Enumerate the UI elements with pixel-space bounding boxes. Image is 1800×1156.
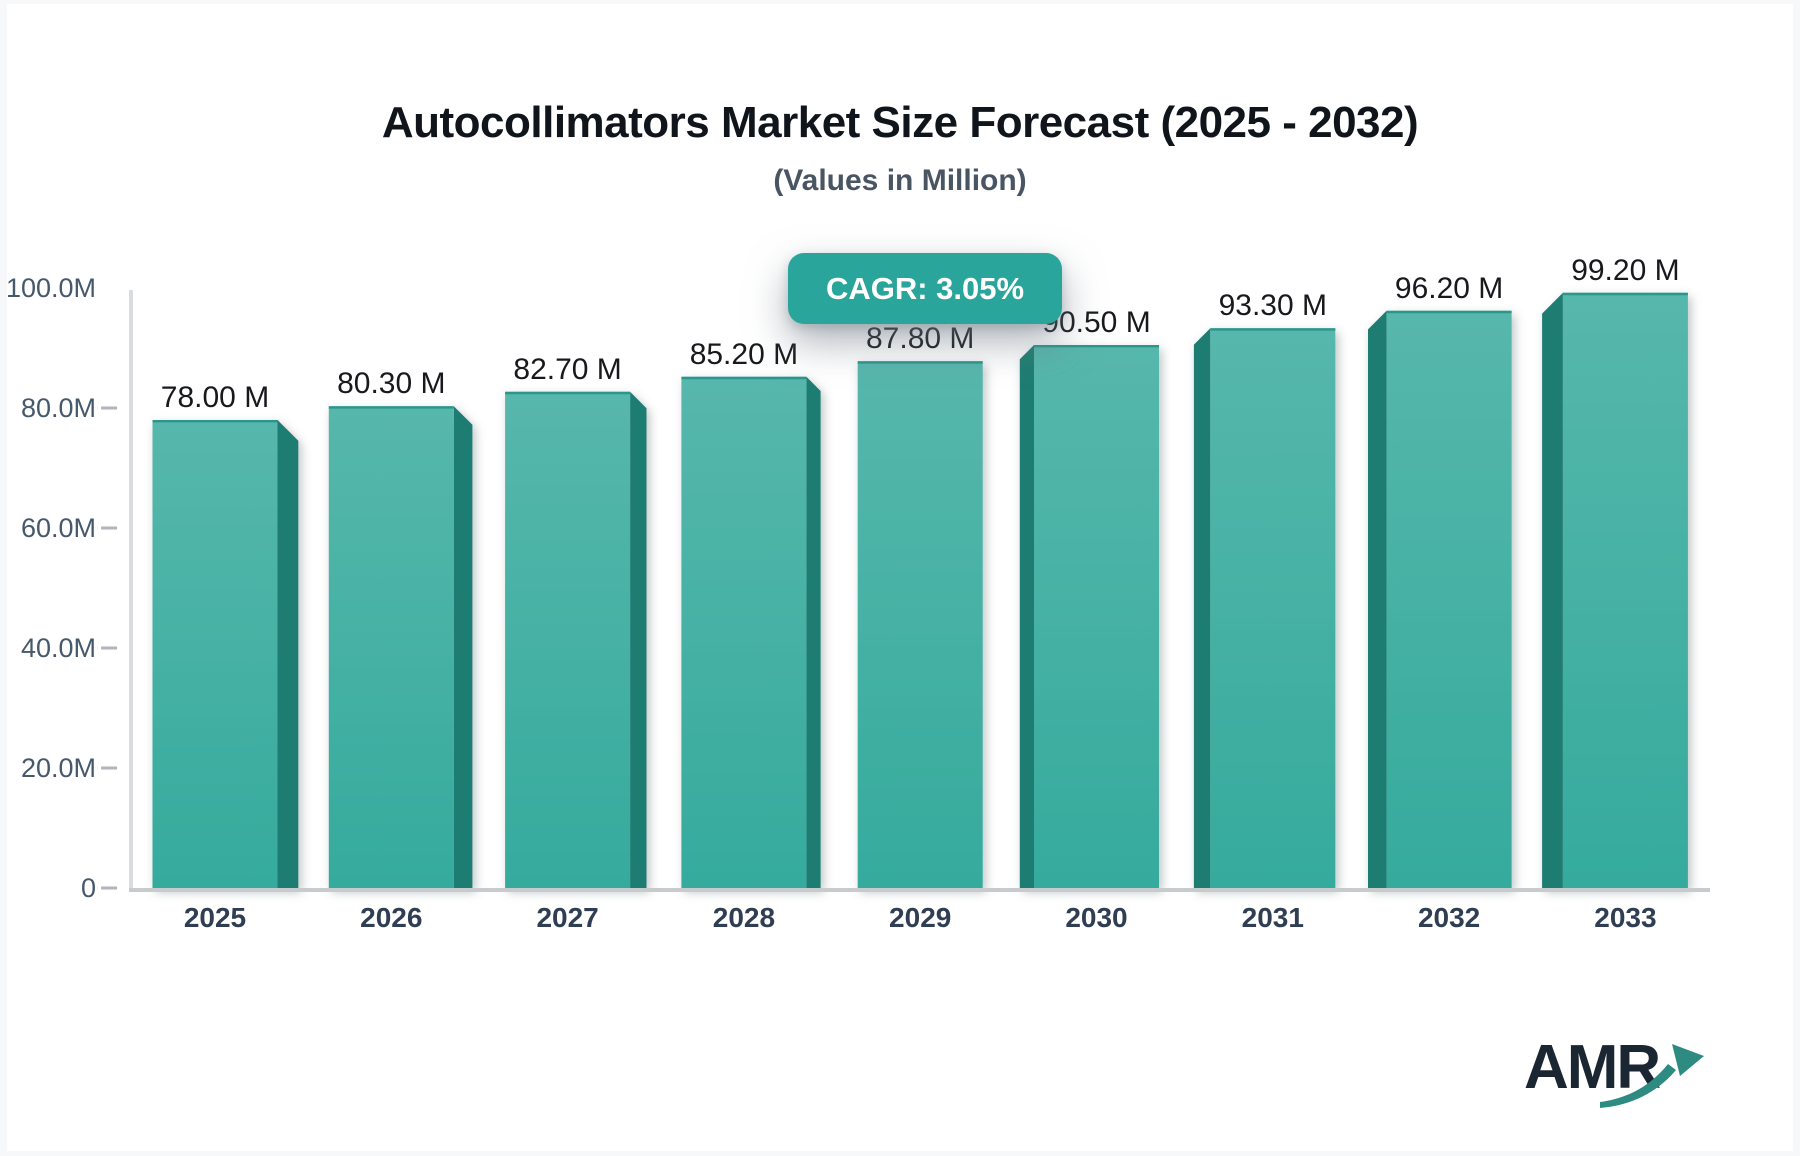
bar <box>681 376 807 888</box>
bar-value-label: 82.70 M <box>513 353 621 386</box>
bar-side-face <box>1019 345 1034 888</box>
bar-side-face <box>1542 292 1563 888</box>
x-axis-label: 2025 <box>184 902 246 933</box>
y-axis-tick-label: 0 <box>81 873 96 903</box>
x-axis-label: 2033 <box>1594 902 1656 933</box>
bar-value-label: 96.20 M <box>1395 272 1503 305</box>
y-axis-tick-label: 80.0M <box>21 393 96 423</box>
bar-group <box>1542 292 1688 888</box>
bar <box>857 361 983 888</box>
y-axis-tick-label: 20.0M <box>21 753 96 783</box>
chart-title: Autocollimators Market Size Forecast (20… <box>381 98 1419 147</box>
y-axis-tick-label: 60.0M <box>21 513 96 543</box>
chart-subtitle: (Values in Million) <box>773 164 1027 197</box>
bar <box>1210 328 1336 888</box>
bar <box>328 406 454 888</box>
x-axis-label: 2028 <box>713 902 775 933</box>
x-axis-label: 2026 <box>360 902 422 933</box>
cagr-badge-label: CAGR: 3.05% <box>825 270 1025 306</box>
x-axis-label: 2032 <box>1418 902 1480 933</box>
bar-value-label: 99.20 M <box>1571 254 1679 287</box>
axis-layer: 0 20.0M 40.0M 60.0M 80.0M 100.0M <box>6 273 133 903</box>
amr-logo-arrow-icon <box>1600 1044 1704 1108</box>
bars-layer <box>152 292 1688 888</box>
bar-value-label: 85.20 M <box>690 338 798 371</box>
bar <box>505 391 631 888</box>
y-axis-tick <box>101 766 117 770</box>
bar <box>1562 292 1688 888</box>
x-axis-label: 2027 <box>536 902 598 933</box>
bar-group <box>328 406 473 888</box>
bar-group <box>1193 328 1336 888</box>
bar-group <box>857 361 983 888</box>
bar-group <box>1368 310 1512 888</box>
bar-side-face <box>630 391 647 888</box>
y-axis-line <box>129 290 133 888</box>
y-axis-tick <box>101 526 117 530</box>
bar-side-face <box>1193 328 1211 888</box>
bar <box>1034 345 1159 888</box>
x-axis-line <box>129 888 1710 892</box>
y-axis-tick <box>101 406 117 410</box>
amr-logo: AMR <box>1524 1030 1714 1126</box>
bar-value-label: 87.80 M <box>866 322 974 355</box>
bar <box>1386 310 1512 888</box>
x-axis-label: 2029 <box>889 902 951 933</box>
bar-side-face <box>277 420 299 888</box>
bar-value-label: 78.00 M <box>161 381 269 414</box>
y-axis-tick-label: 100.0M <box>6 273 96 303</box>
bar <box>152 420 278 888</box>
bar-side-face <box>1368 310 1387 888</box>
bar-side-face <box>453 406 473 888</box>
bar-value-label: 80.30 M <box>337 367 445 400</box>
bar-group <box>505 391 647 888</box>
bar-value-label: 93.30 M <box>1219 289 1327 322</box>
y-axis-tick-label: 40.0M <box>21 633 96 663</box>
bar-group <box>1019 345 1159 888</box>
y-axis-tick <box>101 646 117 650</box>
bar-side-face <box>806 376 821 888</box>
x-axis-label: 2030 <box>1065 902 1127 933</box>
y-axis-tick <box>101 886 117 890</box>
x-axis-label: 2031 <box>1242 902 1304 933</box>
bar-group <box>152 420 299 888</box>
bar-group <box>681 376 821 888</box>
cagr-badge: CAGR: 3.05% <box>788 253 1062 324</box>
labels-layer: 78.00 M 2025 80.30 M 2026 82.70 M 2027 85.20 M… <box>129 254 1710 933</box>
